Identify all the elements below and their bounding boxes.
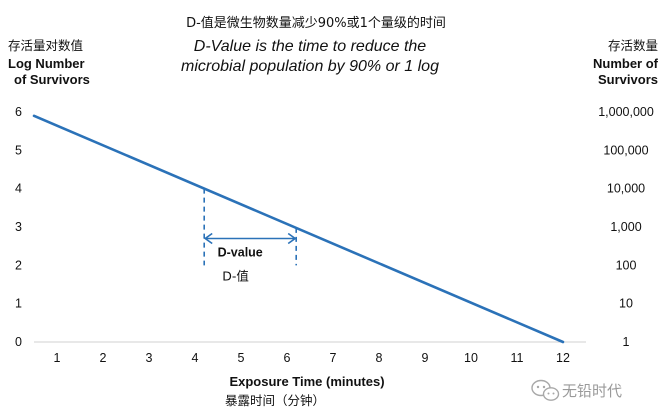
right-tick-label: 100 [616, 258, 637, 272]
left-axis-label-en-line1: Log Number [8, 56, 85, 71]
x-tick-label: 7 [330, 351, 337, 365]
series-layer [32, 114, 565, 344]
x-tick-label: 3 [146, 351, 153, 365]
x-tick-label: 2 [100, 351, 107, 365]
right-tick-label: 1,000 [610, 220, 641, 234]
right-axis-ticks: 1 10 100 1,000 10,000 100,000 1,000,000 [598, 105, 654, 349]
left-tick-label: 1 [15, 297, 22, 311]
x-tick-label: 9 [422, 351, 429, 365]
right-axis-label-cn: 存活数量 [608, 38, 658, 53]
d-value-arrowhead-right [287, 232, 297, 245]
d-value-label: D-value [218, 246, 263, 260]
x-tick-label: 5 [238, 351, 245, 365]
x-tick-label: 10 [464, 351, 478, 365]
watermark: 无铅时代 [531, 379, 622, 401]
watermark-text: 无铅时代 [562, 382, 622, 400]
right-tick-label: 1 [623, 335, 630, 349]
x-tick-label: 8 [376, 351, 383, 365]
survivor-curve-line [32, 114, 565, 344]
right-axis-label-en-line2: Survivors [598, 72, 658, 87]
left-tick-label: 2 [15, 258, 22, 272]
right-tick-label: 1,000,000 [598, 105, 654, 119]
chart-title-en-line2: microbial population by 90% or 1 log [181, 58, 439, 75]
wechat-icon [531, 379, 560, 401]
x-axis-ticks: 1 2 3 4 5 6 7 8 9 10 11 12 [54, 351, 570, 365]
left-tick-label: 0 [15, 335, 22, 349]
left-tick-label: 4 [15, 182, 22, 196]
left-axis-label-en-line2: of Survivors [14, 72, 90, 87]
x-tick-label: 11 [511, 351, 524, 365]
right-tick-label: 10,000 [607, 182, 645, 196]
d-value-arrowhead-left [203, 232, 213, 245]
d-value-annotation: D-value D-值 [203, 188, 298, 284]
left-axis-ticks: 0 1 2 3 4 5 6 [15, 105, 22, 349]
x-tick-label: 12 [556, 351, 570, 365]
x-tick-label: 4 [192, 351, 199, 365]
x-tick-label: 1 [54, 351, 61, 365]
right-tick-label: 10 [619, 297, 633, 311]
chart-title-en-line1: D-Value is the time to reduce the [194, 38, 427, 55]
d-value-label-cn: D-值 [222, 269, 249, 284]
x-tick-label: 6 [284, 351, 291, 365]
x-axis-label-en: Exposure Time (minutes) [229, 374, 384, 389]
left-tick-label: 3 [15, 220, 22, 234]
x-axis-label-cn: 暴露时间（分钟） [225, 393, 325, 408]
left-axis-label-cn: 存活量对数值 [8, 38, 83, 53]
right-axis-label-en-line1: Number of [593, 56, 659, 71]
left-tick-label: 5 [15, 143, 22, 157]
chart-title-cn: D-值是微生物数量减少90%或1个量级的时间 [186, 15, 446, 31]
left-tick-label: 6 [15, 105, 22, 119]
right-tick-label: 100,000 [603, 143, 648, 157]
